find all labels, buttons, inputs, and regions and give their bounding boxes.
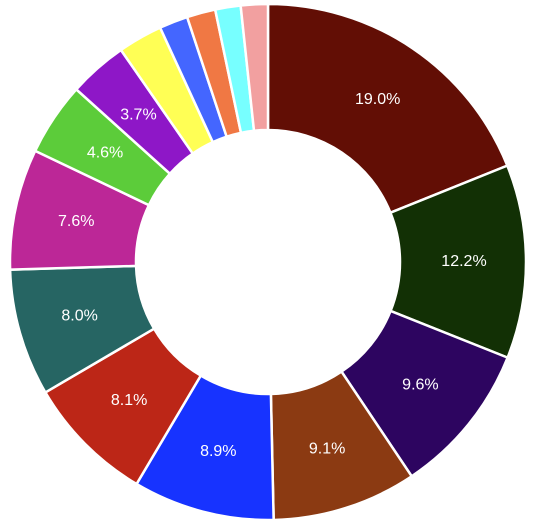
slice-label-5: 8.9% bbox=[200, 443, 236, 460]
slice-label-6: 8.1% bbox=[111, 392, 147, 409]
slice-label-1: 19.0% bbox=[355, 91, 400, 108]
slice-label-8: 7.6% bbox=[58, 213, 94, 230]
slice-label-7: 8.0% bbox=[61, 308, 97, 325]
slice-label-4: 9.1% bbox=[309, 440, 345, 457]
slice-label-10: 3.7% bbox=[120, 106, 156, 123]
slice-label-2: 12.2% bbox=[441, 253, 486, 270]
slice-label-9: 4.6% bbox=[87, 145, 123, 162]
slice-label-3: 9.6% bbox=[402, 377, 438, 394]
donut-slice-1 bbox=[266, 2, 509, 215]
donut-labels: 19.0% 12.2% 9.6% 9.1% 8.9% 8.1% 8.0% 7.6% 4.6% 3.… bbox=[58, 91, 487, 460]
donut-slice-15 bbox=[239, 2, 270, 133]
donut-slices bbox=[8, 2, 528, 522]
